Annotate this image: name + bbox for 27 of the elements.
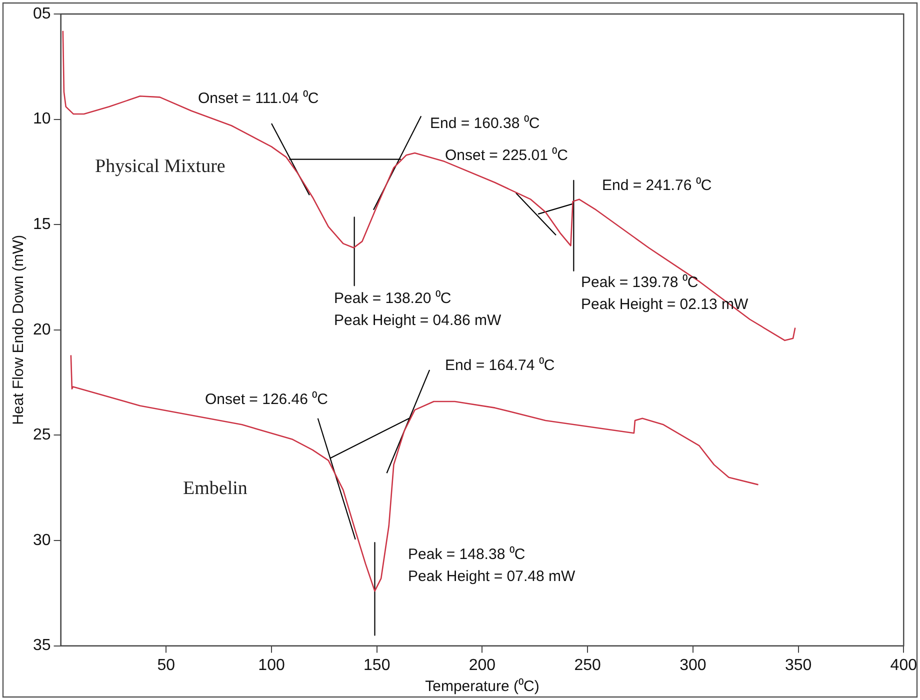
annotation: End = 164.74 ⁰C <box>445 357 555 374</box>
x-tick-label: 150 <box>364 656 390 674</box>
annotation: Peak = 148.38 ⁰C Peak Height = 07.48 mW <box>408 546 576 585</box>
y-tick-label: 25 <box>33 426 51 444</box>
x-tick-label: 300 <box>680 656 706 674</box>
x-tick-label: 350 <box>784 656 812 674</box>
x-tick-label: 50 <box>157 656 176 674</box>
x-tick-label: 400 <box>890 656 918 674</box>
series-label: Physical Mixture <box>95 156 226 177</box>
y-tick-label: 20 <box>33 321 51 338</box>
y-tick-label: 30 <box>33 532 51 549</box>
y-tick-label: 35 <box>33 637 51 654</box>
x-tick-label: 200 <box>468 656 496 674</box>
annotation: Onset = 225.01 ⁰C <box>445 147 568 164</box>
annotation: End = 241.76 ⁰C <box>602 177 712 194</box>
annotation: End = 160.38 ⁰C <box>430 115 540 132</box>
x-tick-label: 100 <box>258 656 285 674</box>
text: Embelin <box>183 478 248 499</box>
y-tick-label: 05 <box>33 5 51 22</box>
x-axis-title: Temperature (⁰C) <box>425 678 540 696</box>
annotation: Onset = 126.46 ⁰C <box>205 391 328 408</box>
x-tick-label: 250 <box>574 656 602 674</box>
annotation: Peak = 138.20 ⁰C Peak Height = 04.86 mW <box>334 290 502 329</box>
y-tick-label: 10 <box>33 110 51 128</box>
y-axis-title: Heat Flow Endo Down (mW) <box>10 234 28 425</box>
y-tick-label: 15 <box>33 216 51 234</box>
annotation: Onset = 111.04 ⁰C <box>198 90 319 107</box>
